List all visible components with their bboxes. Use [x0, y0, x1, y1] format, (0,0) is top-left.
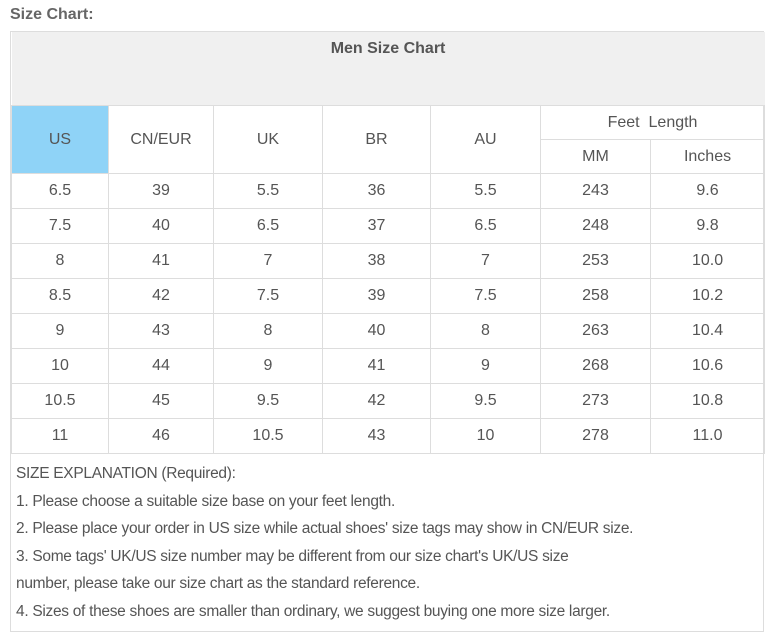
table-cell: 6.5: [430, 208, 541, 244]
table-cell: 5.5: [213, 173, 323, 209]
table-cell: 37: [322, 208, 431, 244]
explanation-line: 4. Sizes of these shoes are smaller than…: [16, 602, 610, 620]
table-cell: 10: [430, 418, 541, 454]
table-cell: 10.4: [649, 313, 766, 349]
table-cell: 10.0: [649, 243, 766, 279]
size-table: Men Size Chart US CN/EUR UK BR AU Feet L…: [11, 32, 766, 454]
table-cell: 43: [108, 313, 214, 349]
table-cell: 10.2: [649, 278, 766, 314]
table-cell: 7.5: [11, 208, 109, 244]
table-cell: 10.5: [213, 418, 323, 454]
table-cell: 44: [108, 348, 214, 384]
table-cell: 8: [213, 313, 323, 349]
table-cell: 8: [11, 243, 109, 279]
table-cell: 273: [540, 383, 651, 419]
table-cell: 7.5: [430, 278, 541, 314]
table-cell: 10.8: [649, 383, 766, 419]
table-row: 10.5 45 9.5 42 9.5 273 10.8: [11, 383, 766, 419]
table-cell: 42: [322, 383, 431, 419]
table-cell: 39: [108, 173, 214, 209]
table-cell: 11.0: [649, 418, 766, 454]
header-mm: MM: [540, 139, 651, 174]
table-cell: 9.6: [649, 173, 766, 209]
table-cell: 36: [322, 173, 431, 209]
table-cell: 41: [108, 243, 214, 279]
table-cell: 6.5: [11, 173, 109, 209]
table-row: 11 46 10.5 43 10 278 11.0: [11, 418, 766, 454]
table-row: 10 44 9 41 9 268 10.6: [11, 348, 766, 384]
table-row: 7.5 40 6.5 37 6.5 248 9.8: [11, 208, 766, 244]
table-cell: 278: [540, 418, 651, 454]
table-cell: 9: [213, 348, 323, 384]
explanation-line: number, please take our size chart as th…: [16, 575, 420, 592]
table-cell: 46: [108, 418, 214, 454]
chart-title: Men Size Chart: [11, 32, 765, 106]
table-cell: 7: [430, 243, 541, 279]
header-feet-length: Feet Length: [539, 105, 766, 140]
table-cell: 258: [540, 278, 651, 314]
header-inches: Inches: [649, 139, 766, 174]
explanation-line: 2. Please place your order in US size wh…: [16, 520, 634, 537]
table-cell: 9.5: [430, 383, 541, 419]
explanation-line: 1. Please choose a suitable size base on…: [16, 492, 395, 510]
table-cell: 7.5: [213, 278, 323, 314]
header-br: BR: [322, 105, 431, 174]
table-cell: 248: [540, 208, 651, 244]
explanation-line: 3. Some tags' UK/US size number may be d…: [16, 547, 569, 565]
table-cell: 9.5: [213, 383, 323, 419]
size-chart: Men Size Chart US CN/EUR UK BR AU Feet L…: [10, 31, 766, 632]
table-cell: 268: [540, 348, 651, 384]
table-cell: 40: [108, 208, 214, 244]
table-cell: 45: [108, 383, 214, 419]
table-cell: 10.6: [649, 348, 766, 384]
table-cell: 5.5: [430, 173, 541, 209]
table-cell: 253: [540, 243, 651, 279]
table-row: 8.5 42 7.5 39 7.5 258 10.2: [11, 278, 766, 314]
table-cell: 6.5: [213, 208, 323, 244]
table-cell: 9: [430, 348, 541, 384]
table-row: 6.5 39 5.5 36 5.5 243 9.6: [11, 173, 766, 209]
table-cell: 9.8: [649, 208, 766, 244]
table-cell: 39: [322, 278, 431, 314]
header-au: AU: [430, 105, 541, 174]
header-uk: UK: [213, 105, 323, 174]
header-us: US: [11, 105, 109, 174]
table-cell: 243: [540, 173, 651, 209]
table-row: 8 41 7 38 7 253 10.0: [11, 243, 766, 279]
size-explanation: SIZE EXPLANATION (Required): 1. Please ch…: [11, 454, 763, 631]
table-cell: 42: [108, 278, 214, 314]
table-cell: 43: [322, 418, 431, 454]
table-cell: 7: [213, 243, 323, 279]
header-cn-eur: CN/EUR: [108, 105, 214, 174]
explanation-heading: SIZE EXPLANATION (Required):: [16, 465, 236, 482]
table-cell: 8: [430, 313, 541, 349]
table-cell: 41: [322, 348, 431, 384]
table-cell: 9: [11, 313, 109, 349]
table-row: 9 43 8 40 8 263 10.4: [11, 313, 766, 349]
table-cell: 263: [540, 313, 651, 349]
table-cell: 10: [11, 348, 109, 384]
table-cell: 8.5: [11, 278, 109, 314]
table-cell: 11: [11, 418, 109, 454]
table-cell: 38: [322, 243, 431, 279]
table-cell: 10.5: [11, 383, 109, 419]
section-title: Size Chart:: [10, 6, 94, 23]
table-cell: 40: [322, 313, 431, 349]
